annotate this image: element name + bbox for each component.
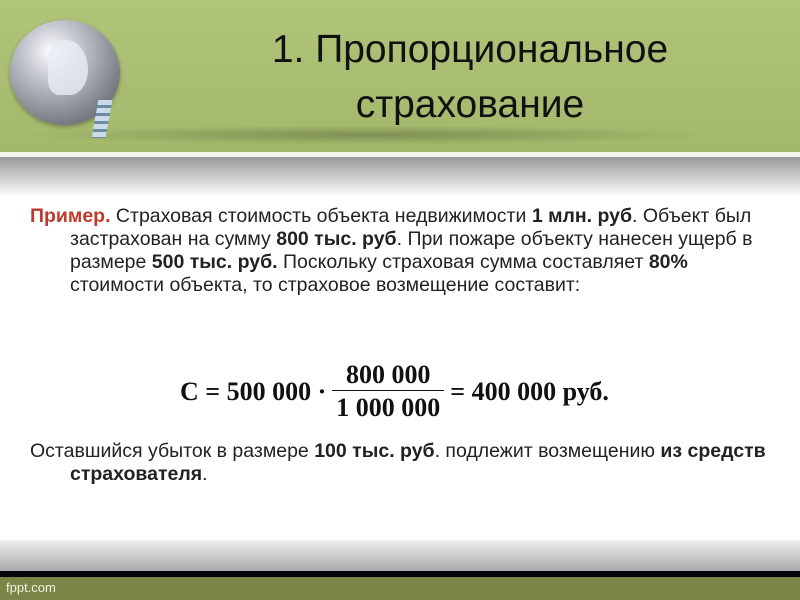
- text: стоимости объекта, то страховое возмещен…: [70, 274, 581, 296]
- header-gradient: [0, 157, 800, 197]
- value-percent: 80%: [648, 251, 688, 273]
- value-remainder: 100 тыс. руб: [314, 440, 435, 462]
- example-label: Пример.: [30, 205, 111, 227]
- footer-gradient: [0, 540, 800, 571]
- text: Поскольку страховая сумма составляет: [277, 251, 649, 273]
- text: .: [202, 463, 208, 485]
- header-divider: [0, 152, 800, 157]
- value-insured-cost: 1 млн. руб: [531, 205, 633, 227]
- footer-text: fppt.com: [6, 580, 56, 595]
- formula-rhs: = 400 000 руб.: [450, 376, 609, 406]
- formula-numerator: 800 000: [346, 360, 431, 389]
- text: . При пожаре объекту нанесен ущерб в раз…: [70, 228, 753, 273]
- slide-footer: fppt.com: [0, 577, 800, 600]
- formula-lhs: C = 500 000 ·: [180, 376, 327, 406]
- example-paragraph: Пример. Страховая стоимость объекта недв…: [30, 205, 770, 297]
- header-shadow: [20, 125, 720, 145]
- remainder-paragraph: Оставшийся убыток в размере 100 тыс. руб…: [30, 440, 800, 486]
- text: . Объект был застрахован на сумму: [70, 205, 752, 250]
- text: . подлежит возмещению: [434, 440, 661, 462]
- value-damage: 500 тыс. руб.: [151, 251, 278, 273]
- footer-divider: [0, 571, 800, 577]
- formula-fraction: 800 000 1 000 000: [332, 360, 445, 423]
- slide-title: 1. Пропорциональное страхование: [140, 22, 800, 132]
- remainder-source: из средств страхователя: [70, 440, 766, 485]
- title-line-2: страхование: [355, 83, 585, 126]
- formula: C = 500 000 · 800 000 1 000 000 = 400 00…: [180, 360, 609, 423]
- formula-denominator: 1 000 000: [332, 390, 445, 423]
- value-insured-sum: 800 тыс. руб: [276, 228, 397, 250]
- slide-body: Пример. Страховая стоимость объекта недв…: [30, 205, 770, 297]
- title-line-1: 1. Пропорциональное: [271, 28, 669, 71]
- text: Оставшийся убыток в размере: [30, 440, 315, 462]
- text: Страховая стоимость объекта недвижимости: [110, 205, 532, 227]
